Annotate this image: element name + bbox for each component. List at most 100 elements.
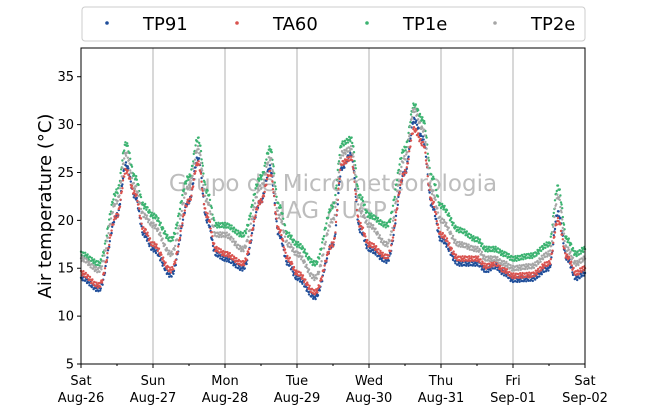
- point-TP2e-181: [188, 184, 191, 187]
- point-TP1e-242: [225, 226, 228, 229]
- point-TA60-621: [452, 250, 455, 253]
- point-TP2e-285: [250, 218, 254, 221]
- point-TP1e-266: [239, 230, 242, 234]
- point-TP1e-397: [318, 257, 321, 260]
- point-TA60-596: [437, 226, 440, 230]
- point-TP2e-164: [178, 224, 181, 227]
- point-TA60-150: [169, 271, 173, 274]
- point-TP2e-794: [556, 193, 559, 196]
- point-TP91-429: [337, 191, 340, 195]
- point-TA60-406: [323, 264, 326, 267]
- point-TP2e-465: [358, 207, 362, 210]
- point-TP1e-724: [514, 255, 517, 258]
- point-TA60-555: [412, 126, 416, 129]
- series-TP2e: [79, 107, 587, 282]
- point-TP2e-133: [159, 234, 162, 238]
- point-TP2e-193: [195, 151, 198, 154]
- point-TP1e-358: [294, 240, 297, 243]
- point-TP2e-260: [235, 246, 239, 249]
- point-TP2e-661: [476, 245, 479, 249]
- point-TP2e-606: [443, 220, 446, 223]
- point-TA60-298: [258, 203, 261, 206]
- point-TP1e-253: [231, 230, 234, 233]
- point-TP1e-196: [197, 136, 200, 139]
- point-TA60-190: [193, 172, 197, 175]
- point-TA60-657: [474, 258, 477, 261]
- point-TP1e-201: [200, 158, 203, 161]
- point-TP2e-53: [111, 211, 115, 214]
- point-TP2e-648: [468, 248, 471, 251]
- point-TP91-724: [514, 280, 517, 283]
- point-TP91-52: [111, 225, 114, 228]
- point-TP1e-534: [400, 156, 403, 160]
- point-TP2e-616: [449, 230, 452, 233]
- point-TP1e-602: [441, 202, 444, 206]
- point-TP1e-495: [376, 216, 380, 220]
- point-TP2e-202: [201, 169, 204, 172]
- point-TP1e-107: [144, 202, 147, 206]
- point-TP2e-748: [528, 267, 531, 270]
- point-TA60-611: [446, 240, 449, 243]
- point-TA60-138: [162, 260, 165, 263]
- point-TP1e-364: [298, 246, 301, 249]
- point-TA60-714: [508, 270, 511, 274]
- point-TP1e-235: [220, 225, 224, 228]
- point-TA60-168: [180, 225, 183, 228]
- point-TP1e-238: [222, 226, 225, 229]
- point-TP91-761: [536, 275, 539, 279]
- point-TP1e-468: [360, 197, 363, 201]
- x-tick-label-date-3: Aug-29: [274, 391, 321, 406]
- point-TP1e-347: [288, 231, 291, 234]
- point-TP2e-792: [555, 203, 558, 206]
- point-TP91-731: [518, 280, 521, 283]
- point-TP1e-157: [174, 232, 177, 235]
- point-TP2e-287: [252, 208, 255, 211]
- point-TA60-19: [91, 278, 94, 281]
- point-TP1e-62: [117, 187, 120, 190]
- point-TP1e-732: [519, 254, 522, 258]
- point-TP91-41: [104, 264, 107, 268]
- point-TP91-323: [273, 202, 276, 205]
- point-TP1e-349: [289, 237, 292, 240]
- point-TP2e-289: [253, 206, 256, 209]
- point-TP2e-530: [397, 180, 401, 183]
- point-TP91-151: [170, 275, 173, 278]
- point-TP1e-122: [153, 212, 156, 215]
- point-TP2e-31: [98, 270, 101, 273]
- point-TA60-605: [442, 237, 446, 240]
- point-TA60-341: [284, 251, 287, 254]
- point-TA60-419: [331, 243, 334, 246]
- point-TA60-479: [367, 245, 370, 248]
- point-TP2e-245: [226, 236, 230, 240]
- legend-label-TP1e: TP1e: [402, 14, 447, 35]
- point-TP1e-684: [490, 246, 493, 249]
- point-TP1e-305: [262, 170, 266, 174]
- point-TA60-416: [329, 247, 332, 250]
- point-TP1e-678: [486, 250, 489, 253]
- point-TP2e-286: [251, 215, 254, 218]
- point-TP1e-434: [340, 145, 343, 148]
- point-TA60-352: [291, 262, 294, 265]
- point-TA60-535: [400, 178, 404, 181]
- point-TA60-284: [250, 234, 253, 237]
- point-TP91-232: [219, 257, 222, 260]
- point-TA60-573: [423, 145, 426, 149]
- point-TP2e-77: [126, 151, 129, 154]
- point-TP91-516: [389, 252, 392, 255]
- point-TP91-513: [387, 259, 390, 262]
- point-TA60-832: [579, 267, 582, 270]
- point-TP1e-459: [355, 175, 358, 178]
- point-TA60-405: [322, 269, 326, 272]
- point-TA60-773: [543, 261, 546, 264]
- point-TA60-527: [396, 207, 399, 210]
- point-TP91-380: [307, 293, 311, 296]
- point-TP91-219: [211, 238, 214, 242]
- point-TP91-395: [316, 294, 320, 297]
- point-TA60-570: [421, 140, 425, 144]
- point-TA60-825: [574, 270, 578, 273]
- point-TP91-75: [124, 161, 128, 164]
- x-tick-label-day-6: Fri: [505, 374, 521, 389]
- point-TA60-119: [151, 241, 154, 244]
- point-TP1e-74: [124, 141, 127, 144]
- point-TP2e-531: [398, 172, 401, 176]
